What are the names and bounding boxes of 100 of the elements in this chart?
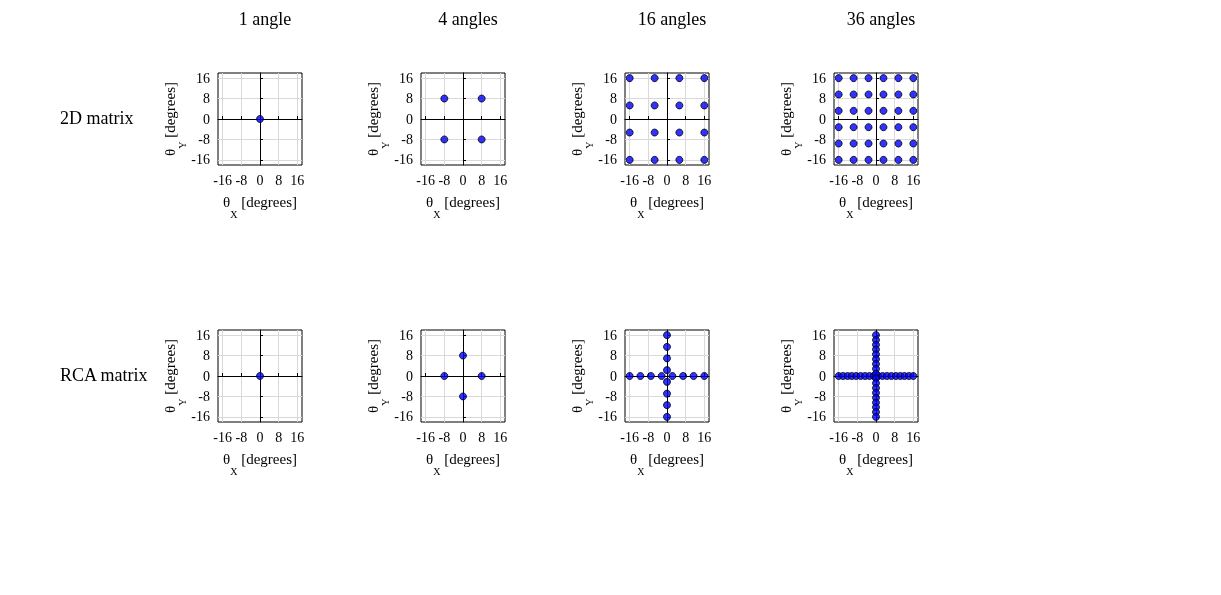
x-tick-label: 16 xyxy=(493,429,508,445)
y-tick-label: 16 xyxy=(603,70,617,86)
y-tick-label: 8 xyxy=(406,348,413,364)
y-tick-label: 8 xyxy=(203,348,210,364)
y-axis-title: θY [degrees] xyxy=(778,82,804,156)
x-tick-label: 8 xyxy=(891,172,899,188)
x-tick-label: 0 xyxy=(256,172,264,188)
x-tick-label: -8 xyxy=(235,429,248,445)
x-axis-title: θX [degrees] xyxy=(630,194,704,220)
y-tick-label: -8 xyxy=(401,131,413,147)
y-tick-label: 0 xyxy=(819,368,826,384)
x-tick-label: 0 xyxy=(872,429,880,445)
x-axis-title: θX [degrees] xyxy=(223,194,297,220)
x-tick-label: 16 xyxy=(697,172,712,188)
y-tick-label: -16 xyxy=(807,409,826,425)
y-tick-label: -8 xyxy=(814,131,826,147)
x-tick-label: -16 xyxy=(416,429,435,445)
x-tick-label: 0 xyxy=(459,429,467,445)
y-axis-title: θY [degrees] xyxy=(162,82,188,156)
x-axis-title: θX [degrees] xyxy=(839,451,913,477)
x-tick-label: 0 xyxy=(256,429,264,445)
x-tick-label: 16 xyxy=(906,429,921,445)
y-tick-label: -16 xyxy=(807,152,826,168)
y-tick-label: -16 xyxy=(191,409,210,425)
chart-title: 36 angles xyxy=(846,9,916,29)
y-axis-title: θY [degrees] xyxy=(569,82,595,156)
x-tick-label: 0 xyxy=(872,172,880,188)
y-axis-title: θY [degrees] xyxy=(569,339,595,413)
text: 2D matrix xyxy=(60,108,134,128)
chart-title: 1 angle xyxy=(238,9,292,29)
x-tick-label: 8 xyxy=(478,429,486,445)
x-tick-label: 0 xyxy=(459,172,467,188)
y-tick-label: 0 xyxy=(819,111,826,127)
x-tick-label: 8 xyxy=(682,429,690,445)
y-tick-label: -16 xyxy=(191,152,210,168)
y-tick-label: -8 xyxy=(814,388,826,404)
y-tick-label: -16 xyxy=(394,409,413,425)
y-tick-label: 8 xyxy=(610,348,617,364)
x-tick-label: 16 xyxy=(493,172,508,188)
y-tick-label: 16 xyxy=(603,327,617,343)
y-tick-label: 0 xyxy=(406,368,413,384)
y-axis-title: θY [degrees] xyxy=(162,339,188,413)
x-tick-label: -16 xyxy=(829,172,848,188)
x-tick-label: -8 xyxy=(642,172,655,188)
x-axis-title: θX [degrees] xyxy=(426,194,500,220)
x-tick-label: -8 xyxy=(438,172,451,188)
y-tick-label: 16 xyxy=(399,70,413,86)
x-tick-label: -8 xyxy=(851,172,864,188)
x-tick-label: 16 xyxy=(290,172,305,188)
y-tick-label: 8 xyxy=(203,91,210,107)
x-tick-label: 8 xyxy=(275,429,283,445)
y-tick-label: -16 xyxy=(598,409,617,425)
y-tick-label: 8 xyxy=(610,91,617,107)
y-axis-title: θY [degrees] xyxy=(365,82,391,156)
chart-title: 16 angles xyxy=(637,9,707,29)
x-axis-title: θX [degrees] xyxy=(223,451,297,477)
x-axis-title: θX [degrees] xyxy=(630,451,704,477)
y-tick-label: 16 xyxy=(399,327,413,343)
x-tick-label: -16 xyxy=(620,429,639,445)
x-tick-label: 8 xyxy=(891,429,899,445)
x-tick-label: -8 xyxy=(438,429,451,445)
y-tick-label: -8 xyxy=(198,131,210,147)
x-tick-label: -8 xyxy=(642,429,655,445)
x-tick-label: 8 xyxy=(478,172,486,188)
x-tick-label: -16 xyxy=(416,172,435,188)
chart-title: 4 angles xyxy=(438,9,498,29)
x-tick-label: 8 xyxy=(275,172,283,188)
y-tick-label: 16 xyxy=(196,327,210,343)
y-tick-label: 16 xyxy=(812,327,826,343)
y-tick-label: -16 xyxy=(598,152,617,168)
x-tick-label: -16 xyxy=(620,172,639,188)
y-axis-title: θY [degrees] xyxy=(778,339,804,413)
y-tick-label: 16 xyxy=(196,70,210,86)
x-tick-label: -16 xyxy=(829,429,848,445)
y-tick-label: -16 xyxy=(394,152,413,168)
x-axis-title: θX [degrees] xyxy=(839,194,913,220)
y-tick-label: 0 xyxy=(203,111,210,127)
x-tick-label: 16 xyxy=(697,429,712,445)
y-tick-label: -8 xyxy=(401,388,413,404)
y-tick-label: -8 xyxy=(605,388,617,404)
x-tick-label: 16 xyxy=(290,429,305,445)
y-tick-label: -8 xyxy=(198,388,210,404)
y-axis-title: θY [degrees] xyxy=(365,339,391,413)
x-tick-label: -16 xyxy=(213,429,232,445)
x-tick-label: 8 xyxy=(682,172,690,188)
x-tick-label: -8 xyxy=(235,172,248,188)
y-tick-label: 0 xyxy=(203,368,210,384)
y-tick-label: 8 xyxy=(819,91,826,107)
x-tick-label: -16 xyxy=(213,172,232,188)
y-tick-label: 0 xyxy=(610,111,617,127)
y-tick-label: 0 xyxy=(406,111,413,127)
y-tick-label: 8 xyxy=(819,348,826,364)
y-tick-label: 0 xyxy=(610,368,617,384)
y-tick-label: 16 xyxy=(812,70,826,86)
x-tick-label: -8 xyxy=(851,429,864,445)
x-axis-title: θX [degrees] xyxy=(426,451,500,477)
x-tick-label: 16 xyxy=(906,172,921,188)
x-tick-label: 0 xyxy=(663,172,671,188)
y-tick-label: -8 xyxy=(605,131,617,147)
x-tick-label: 0 xyxy=(663,429,671,445)
